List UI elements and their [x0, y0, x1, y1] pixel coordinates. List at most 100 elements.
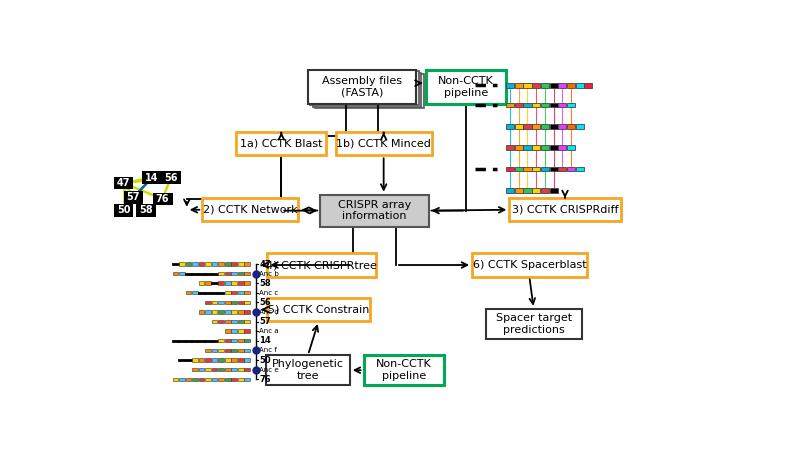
FancyBboxPatch shape	[186, 263, 191, 266]
Text: Non-CCTK
pipeline: Non-CCTK pipeline	[376, 359, 432, 381]
FancyBboxPatch shape	[225, 320, 230, 323]
FancyBboxPatch shape	[225, 272, 230, 275]
FancyBboxPatch shape	[506, 167, 514, 171]
FancyBboxPatch shape	[225, 368, 230, 371]
FancyBboxPatch shape	[161, 171, 181, 184]
Text: 1b) CCTK Minced: 1b) CCTK Minced	[336, 139, 431, 149]
FancyBboxPatch shape	[136, 204, 156, 217]
FancyBboxPatch shape	[123, 191, 143, 204]
FancyBboxPatch shape	[541, 103, 549, 107]
FancyBboxPatch shape	[238, 339, 243, 343]
FancyBboxPatch shape	[584, 83, 592, 88]
FancyBboxPatch shape	[225, 378, 230, 381]
FancyBboxPatch shape	[211, 263, 218, 266]
FancyBboxPatch shape	[192, 358, 198, 362]
FancyBboxPatch shape	[514, 145, 523, 150]
FancyBboxPatch shape	[205, 310, 211, 313]
FancyBboxPatch shape	[114, 177, 134, 189]
FancyBboxPatch shape	[514, 103, 523, 107]
Text: 50: 50	[117, 206, 130, 215]
FancyBboxPatch shape	[231, 358, 237, 362]
FancyBboxPatch shape	[225, 310, 230, 313]
FancyBboxPatch shape	[567, 167, 575, 171]
FancyBboxPatch shape	[523, 188, 531, 193]
FancyBboxPatch shape	[514, 167, 523, 171]
Text: 57: 57	[259, 317, 271, 326]
FancyBboxPatch shape	[244, 282, 250, 285]
FancyBboxPatch shape	[238, 291, 243, 294]
Text: Non-CCTK
pipeline: Non-CCTK pipeline	[438, 76, 494, 98]
FancyBboxPatch shape	[532, 124, 540, 129]
Text: Assembly files
(FASTA): Assembly files (FASTA)	[322, 76, 402, 98]
Text: CRISPR array
information: CRISPR array information	[338, 200, 411, 221]
FancyBboxPatch shape	[523, 167, 531, 171]
Text: 1a) CCTK Blast: 1a) CCTK Blast	[240, 139, 322, 149]
Text: 56: 56	[164, 173, 178, 183]
Text: 14: 14	[146, 173, 159, 183]
FancyBboxPatch shape	[231, 320, 237, 323]
FancyBboxPatch shape	[523, 83, 531, 88]
FancyBboxPatch shape	[225, 349, 230, 352]
FancyBboxPatch shape	[575, 167, 584, 171]
FancyBboxPatch shape	[238, 263, 243, 266]
FancyBboxPatch shape	[532, 145, 540, 150]
FancyBboxPatch shape	[238, 320, 243, 323]
FancyBboxPatch shape	[532, 103, 540, 107]
FancyBboxPatch shape	[506, 103, 514, 107]
FancyBboxPatch shape	[558, 167, 566, 171]
FancyBboxPatch shape	[186, 378, 191, 381]
FancyBboxPatch shape	[550, 145, 558, 150]
FancyBboxPatch shape	[244, 330, 250, 333]
Text: Anc c: Anc c	[259, 290, 278, 296]
FancyBboxPatch shape	[218, 282, 224, 285]
FancyBboxPatch shape	[558, 103, 566, 107]
FancyBboxPatch shape	[523, 124, 531, 129]
FancyBboxPatch shape	[198, 368, 205, 371]
FancyBboxPatch shape	[211, 349, 218, 352]
FancyBboxPatch shape	[231, 310, 237, 313]
FancyBboxPatch shape	[114, 204, 134, 217]
FancyBboxPatch shape	[320, 194, 429, 227]
FancyBboxPatch shape	[142, 171, 162, 184]
FancyBboxPatch shape	[218, 358, 224, 362]
FancyBboxPatch shape	[205, 368, 211, 371]
Text: 56: 56	[259, 298, 271, 307]
Text: 76: 76	[259, 375, 271, 384]
FancyBboxPatch shape	[231, 263, 237, 266]
FancyBboxPatch shape	[506, 83, 514, 88]
FancyBboxPatch shape	[211, 368, 218, 371]
FancyBboxPatch shape	[225, 300, 230, 304]
FancyBboxPatch shape	[225, 330, 230, 333]
FancyBboxPatch shape	[238, 310, 243, 313]
FancyBboxPatch shape	[567, 124, 575, 129]
Text: 4) CCTK CRISPRtree: 4) CCTK CRISPRtree	[266, 260, 377, 270]
Text: 58: 58	[259, 279, 271, 288]
FancyBboxPatch shape	[205, 349, 211, 352]
FancyBboxPatch shape	[244, 339, 250, 343]
Text: 50: 50	[259, 356, 271, 364]
FancyBboxPatch shape	[244, 300, 250, 304]
FancyBboxPatch shape	[211, 320, 218, 323]
FancyBboxPatch shape	[567, 145, 575, 150]
FancyBboxPatch shape	[218, 300, 224, 304]
FancyBboxPatch shape	[266, 355, 350, 385]
FancyBboxPatch shape	[541, 188, 549, 193]
FancyBboxPatch shape	[238, 282, 243, 285]
FancyBboxPatch shape	[225, 291, 230, 294]
FancyBboxPatch shape	[211, 358, 218, 362]
FancyBboxPatch shape	[218, 368, 224, 371]
FancyBboxPatch shape	[244, 358, 250, 362]
FancyBboxPatch shape	[231, 291, 237, 294]
FancyBboxPatch shape	[244, 291, 250, 294]
FancyBboxPatch shape	[186, 291, 191, 294]
FancyBboxPatch shape	[472, 253, 586, 276]
FancyBboxPatch shape	[575, 83, 584, 88]
FancyBboxPatch shape	[575, 124, 584, 129]
FancyBboxPatch shape	[244, 349, 250, 352]
Text: Anc b: Anc b	[259, 271, 279, 277]
FancyBboxPatch shape	[231, 330, 237, 333]
FancyBboxPatch shape	[192, 378, 198, 381]
Text: 5) CCTK Constrain: 5) CCTK Constrain	[268, 305, 370, 314]
FancyBboxPatch shape	[244, 263, 250, 266]
FancyBboxPatch shape	[514, 188, 523, 193]
